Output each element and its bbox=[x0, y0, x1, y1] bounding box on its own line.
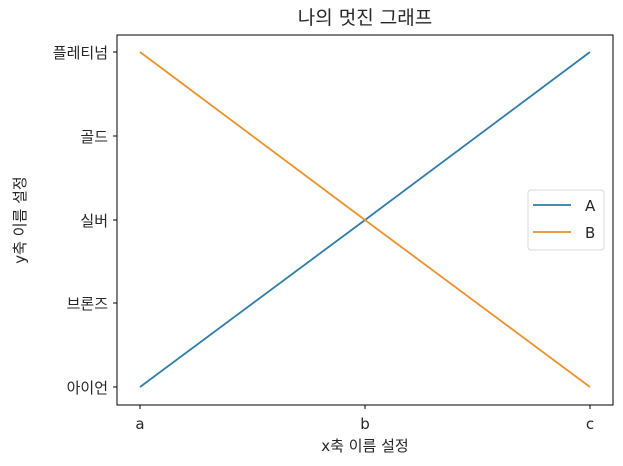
legend: A B bbox=[527, 189, 605, 251]
chart-title: 나의 멋진 그래프 bbox=[298, 7, 432, 29]
series-b-line bbox=[139, 51, 591, 388]
legend-label-a: A bbox=[585, 197, 596, 215]
x-tick-label: b bbox=[360, 415, 370, 433]
y-axis: 아이언 브론즈 실버 골드 플레티넘 bbox=[53, 44, 117, 397]
x-axis: a b c bbox=[135, 405, 594, 433]
y-tick-label: 브론즈 bbox=[67, 295, 109, 313]
y-tick-label: 아이언 bbox=[67, 379, 108, 397]
x-tick-label: c bbox=[586, 415, 594, 433]
x-axis-label: x축 이름 설정 bbox=[321, 437, 408, 455]
x-tick-label: a bbox=[135, 415, 144, 433]
y-tick-label: 플레티넘 bbox=[53, 44, 108, 62]
y-tick-label: 골드 bbox=[80, 128, 108, 146]
y-axis-label: y축 이름 설정 bbox=[11, 176, 29, 263]
legend-label-b: B bbox=[585, 224, 595, 242]
y-tick-label: 실버 bbox=[80, 212, 108, 230]
